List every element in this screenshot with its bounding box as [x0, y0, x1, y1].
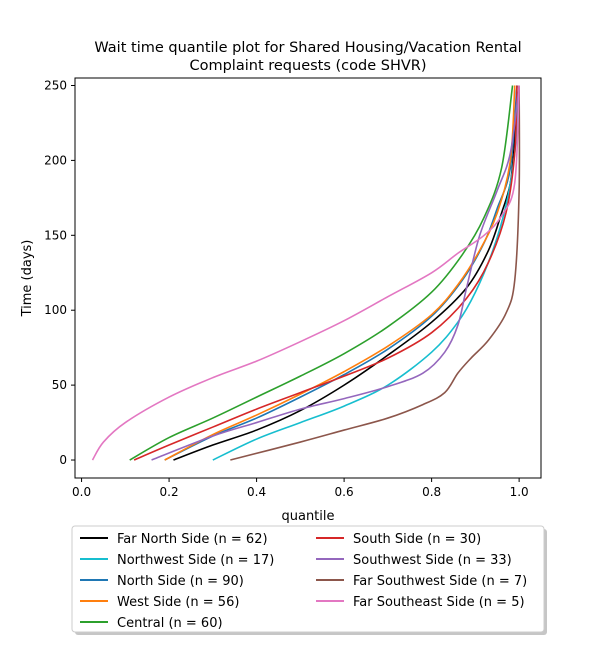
chart-title-line-1: Wait time quantile plot for Shared Housi… — [94, 40, 521, 56]
legend-label-central: Central (n = 60) — [117, 616, 223, 631]
legend-label-northwest-side: Northwest Side (n = 17) — [117, 553, 274, 568]
legend-label-south-side: South Side (n = 30) — [353, 532, 481, 547]
legend: Far North Side (n = 62) Northwest Side (n… — [71, 525, 547, 635]
y-tick-label: 200 — [44, 153, 67, 167]
legend-label-southwest-side: Southwest Side (n = 33) — [353, 553, 512, 568]
y-tick-label: 150 — [44, 228, 67, 242]
series-line-north-side — [164, 85, 518, 461]
legend-box — [71, 525, 545, 633]
y-tick-label: 250 — [44, 78, 67, 92]
series-line-south-side — [133, 85, 518, 461]
plot-area — [91, 85, 521, 461]
legend-label-far-southeast-side: Far Southeast Side (n = 5) — [353, 595, 525, 610]
y-tick-label: 100 — [44, 303, 67, 317]
x-tick-label: 0.8 — [422, 485, 441, 499]
x-tick-label: 0.2 — [160, 485, 179, 499]
axes-frame — [74, 77, 542, 479]
x-axis-label: quantile — [281, 509, 334, 524]
series-line-central — [129, 85, 514, 461]
x-ticks: 0.0 0.2 0.4 0.6 0.8 1.0 — [72, 478, 529, 499]
y-axis-label: Time (days) — [20, 240, 35, 318]
x-tick-label: 0.6 — [335, 485, 354, 499]
legend-label-north-side: North Side (n = 90) — [117, 574, 244, 589]
series-line-southwest-side — [151, 85, 520, 461]
x-tick-label: 0.0 — [72, 485, 91, 499]
series-line-west-side — [164, 85, 516, 461]
series-line-far-southwest-side — [230, 85, 521, 461]
legend-label-far-north-side: Far North Side (n = 62) — [117, 532, 268, 547]
x-tick-label: 0.4 — [247, 485, 266, 499]
y-tick-label: 0 — [59, 453, 67, 467]
x-tick-label: 1.0 — [510, 485, 529, 499]
series-line-northwest-side — [212, 85, 520, 461]
legend-label-far-southwest-side: Far Southwest Side (n = 7) — [353, 574, 527, 589]
chart-title-line-2: Complaint requests (code SHVR) — [189, 58, 426, 74]
series-line-far-southeast-side — [91, 85, 520, 461]
legend-label-west-side: West Side (n = 56) — [117, 595, 239, 610]
y-ticks: 0 50 100 150 200 250 — [44, 78, 75, 467]
y-tick-label: 50 — [52, 378, 67, 392]
